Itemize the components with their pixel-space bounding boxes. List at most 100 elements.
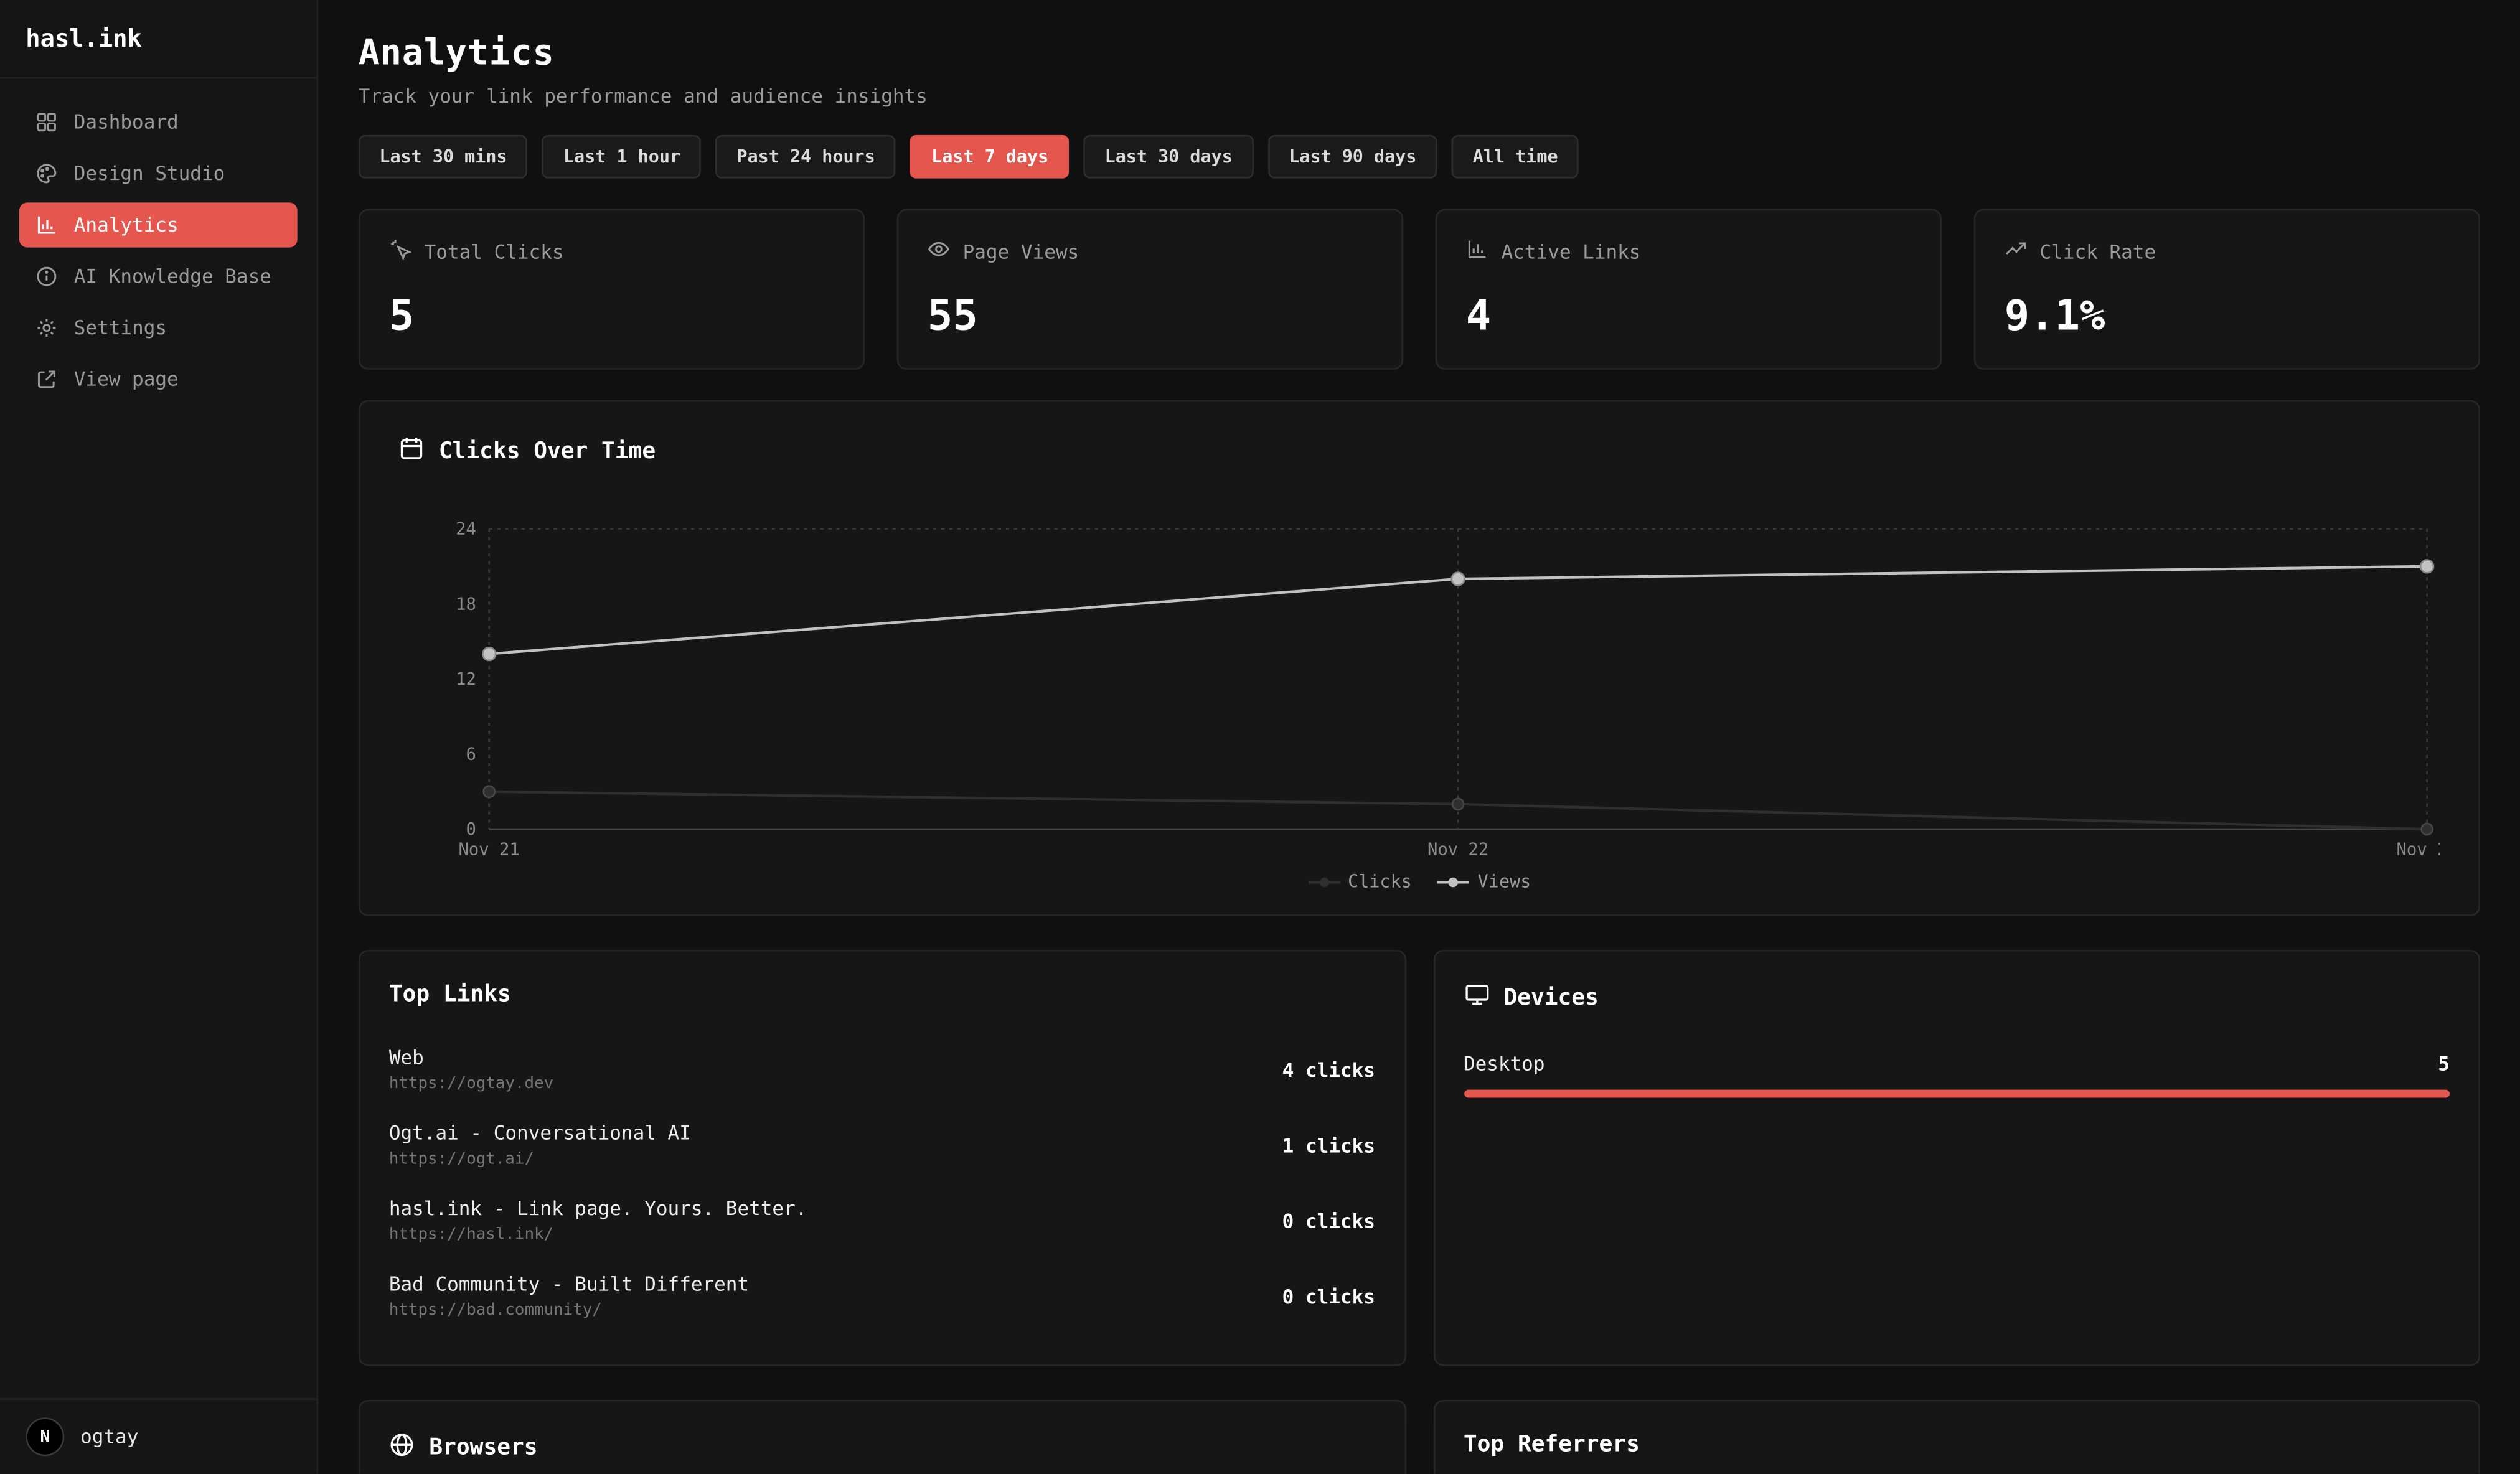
link-name: hasl.ink - Link page. Yours. Better.: [388, 1197, 807, 1220]
bar-chart-icon: [1466, 238, 1488, 265]
external-link-icon: [35, 368, 58, 390]
filter-last-1-hour[interactable]: Last 1 hour: [542, 134, 702, 179]
svg-text:Nov 22: Nov 22: [1427, 840, 1488, 860]
device-name: Desktop: [1463, 1053, 1545, 1076]
stat-value: 9.1%: [2004, 292, 2105, 341]
palette-icon: [35, 162, 58, 185]
filter-past-24-hours[interactable]: Past 24 hours: [715, 134, 896, 179]
link-row: Ogt.ai - Conversational AI https://ogt.a…: [389, 1107, 1375, 1183]
sidebar: hasl.ink Dashboard Design Studio Analyti…: [0, 0, 319, 1474]
sidebar-item-settings[interactable]: Settings: [19, 306, 298, 350]
sidebar-item-label: Analytics: [73, 214, 179, 237]
sidebar-item-analytics[interactable]: Analytics: [19, 202, 298, 248]
svg-text:24: 24: [456, 520, 476, 539]
sidebar-item-ai-knowledge-base[interactable]: AI Knowledge Base: [19, 254, 298, 299]
sidebar-item-view-page[interactable]: View page: [19, 357, 298, 401]
stat-card-click-rate: Click Rate 9.1%: [1973, 209, 2481, 370]
clicks-over-time-chart: 0 6 12 18 24 Nov 21 Nov 22 Nov 23: [398, 519, 2440, 868]
svg-text:Nov 21: Nov 21: [459, 840, 520, 860]
cursor-click-icon: [389, 238, 412, 265]
avatar-initial: N: [40, 1428, 50, 1446]
analytics-icon: [35, 214, 58, 236]
filter-last-90-days[interactable]: Last 90 days: [1267, 134, 1437, 179]
stat-card-total-clicks: Total Clicks 5: [358, 209, 865, 370]
svg-text:18: 18: [456, 594, 476, 614]
link-name: Bad Community - Built Different: [388, 1272, 750, 1296]
stat-value: 55: [927, 292, 978, 341]
browsers-card: Browsers: [358, 1399, 1406, 1474]
monitor-icon: [1464, 982, 1489, 1015]
svg-text:0: 0: [466, 820, 476, 839]
sidebar-item-label: Design Studio: [73, 162, 225, 185]
link-row: Web https://ogtay.dev 4 clicks: [389, 1032, 1375, 1107]
svg-text:6: 6: [466, 745, 476, 764]
top-links-title: Top Links: [388, 982, 511, 1008]
chart-title: Clicks Over Time: [438, 438, 656, 465]
info-icon: [35, 265, 58, 288]
brand: hasl.ink: [0, 0, 317, 79]
stat-cards: Total Clicks 5 Page Views 55: [358, 209, 2481, 370]
main-content: Analytics Track your link performance an…: [318, 0, 2520, 1474]
sidebar-item-design-studio[interactable]: Design Studio: [19, 151, 298, 196]
dashboard-icon: [35, 111, 58, 133]
legend-key-views: Views: [1437, 871, 1531, 892]
trending-up-icon: [2005, 238, 2027, 265]
stat-value: 5: [388, 292, 415, 341]
sidebar-item-label: AI Knowledge Base: [73, 265, 271, 288]
link-clicks: 4 clicks: [1282, 1058, 1375, 1081]
page-subtitle: Track your link performance and audience…: [358, 85, 928, 108]
filter-last-30-mins[interactable]: Last 30 mins: [358, 134, 529, 179]
device-value: 5: [2438, 1053, 2450, 1076]
link-name: Web: [388, 1046, 424, 1069]
devices-card: Devices Desktop 5: [1432, 950, 2481, 1366]
stat-label: Active Links: [1501, 240, 1641, 263]
link-clicks: 0 clicks: [1282, 1209, 1375, 1232]
sidebar-item-label: Dashboard: [73, 111, 179, 134]
svg-text:Nov 23: Nov 23: [2396, 840, 2440, 860]
link-row: Bad Community - Built Different https://…: [389, 1259, 1375, 1334]
sidebar-item-dashboard[interactable]: Dashboard: [19, 100, 298, 144]
filter-all-time[interactable]: All time: [1452, 134, 1579, 179]
sidebar-item-label: View page: [73, 368, 179, 391]
links-devices-row: Top Links Web https://ogtay.dev 4 clicks…: [358, 950, 2481, 1366]
stat-card-active-links: Active Links 4: [1435, 209, 1942, 370]
link-url: https://ogt.ai/: [388, 1150, 535, 1169]
sidebar-nav: Dashboard Design Studio Analytics AI Kno…: [0, 79, 317, 1399]
stat-card-page-views: Page Views 55: [896, 209, 1404, 370]
eye-icon: [928, 238, 950, 265]
link-url: https://bad.community/: [388, 1302, 602, 1320]
top-referrers-title: Top Referrers: [1463, 1432, 1640, 1458]
sidebar-item-label: Settings: [73, 316, 167, 339]
top-referrers-card: Top Referrers: [1432, 1399, 2481, 1474]
calendar-icon: [398, 436, 424, 468]
link-clicks: 1 clicks: [1282, 1134, 1375, 1157]
top-links-card: Top Links Web https://ogtay.dev 4 clicks…: [358, 950, 1406, 1366]
link-url: https://hasl.ink/: [388, 1226, 554, 1244]
link-clicks: 0 clicks: [1282, 1285, 1375, 1308]
legend-marker-icon: [1307, 876, 1340, 887]
devices-title: Devices: [1503, 985, 1599, 1012]
link-name: Ogt.ai - Conversational AI: [388, 1122, 691, 1145]
username: ogtay: [80, 1425, 139, 1448]
chart-legend: Clicks Views: [398, 871, 2440, 892]
device-progress-bar: [1463, 1089, 2450, 1098]
page-title: Analytics: [358, 34, 555, 74]
gear-icon: [35, 317, 58, 339]
globe-icon: [389, 1432, 415, 1465]
link-row: hasl.ink - Link page. Yours. Better. htt…: [389, 1183, 1375, 1258]
filter-last-30-days[interactable]: Last 30 days: [1084, 134, 1254, 179]
stat-value: 4: [1465, 292, 1492, 341]
time-range-filters: Last 30 mins Last 1 hour Past 24 hours L…: [358, 134, 2480, 179]
stat-label: Click Rate: [2039, 240, 2156, 263]
svg-text:12: 12: [456, 670, 476, 689]
stat-label: Page Views: [962, 240, 1079, 263]
top-links-list: Web https://ogtay.dev 4 clicks Ogt.ai - …: [389, 1032, 1375, 1334]
legend-marker-icon: [1437, 876, 1470, 887]
browsers-title: Browsers: [429, 1435, 538, 1462]
browsers-referrers-row: Browsers Top Referrers: [358, 1399, 2481, 1474]
sidebar-footer: N ogtay: [0, 1398, 317, 1473]
legend-key-clicks: Clicks: [1307, 871, 1412, 892]
filter-last-7-days[interactable]: Last 7 days: [910, 134, 1070, 179]
avatar[interactable]: N: [26, 1417, 65, 1457]
